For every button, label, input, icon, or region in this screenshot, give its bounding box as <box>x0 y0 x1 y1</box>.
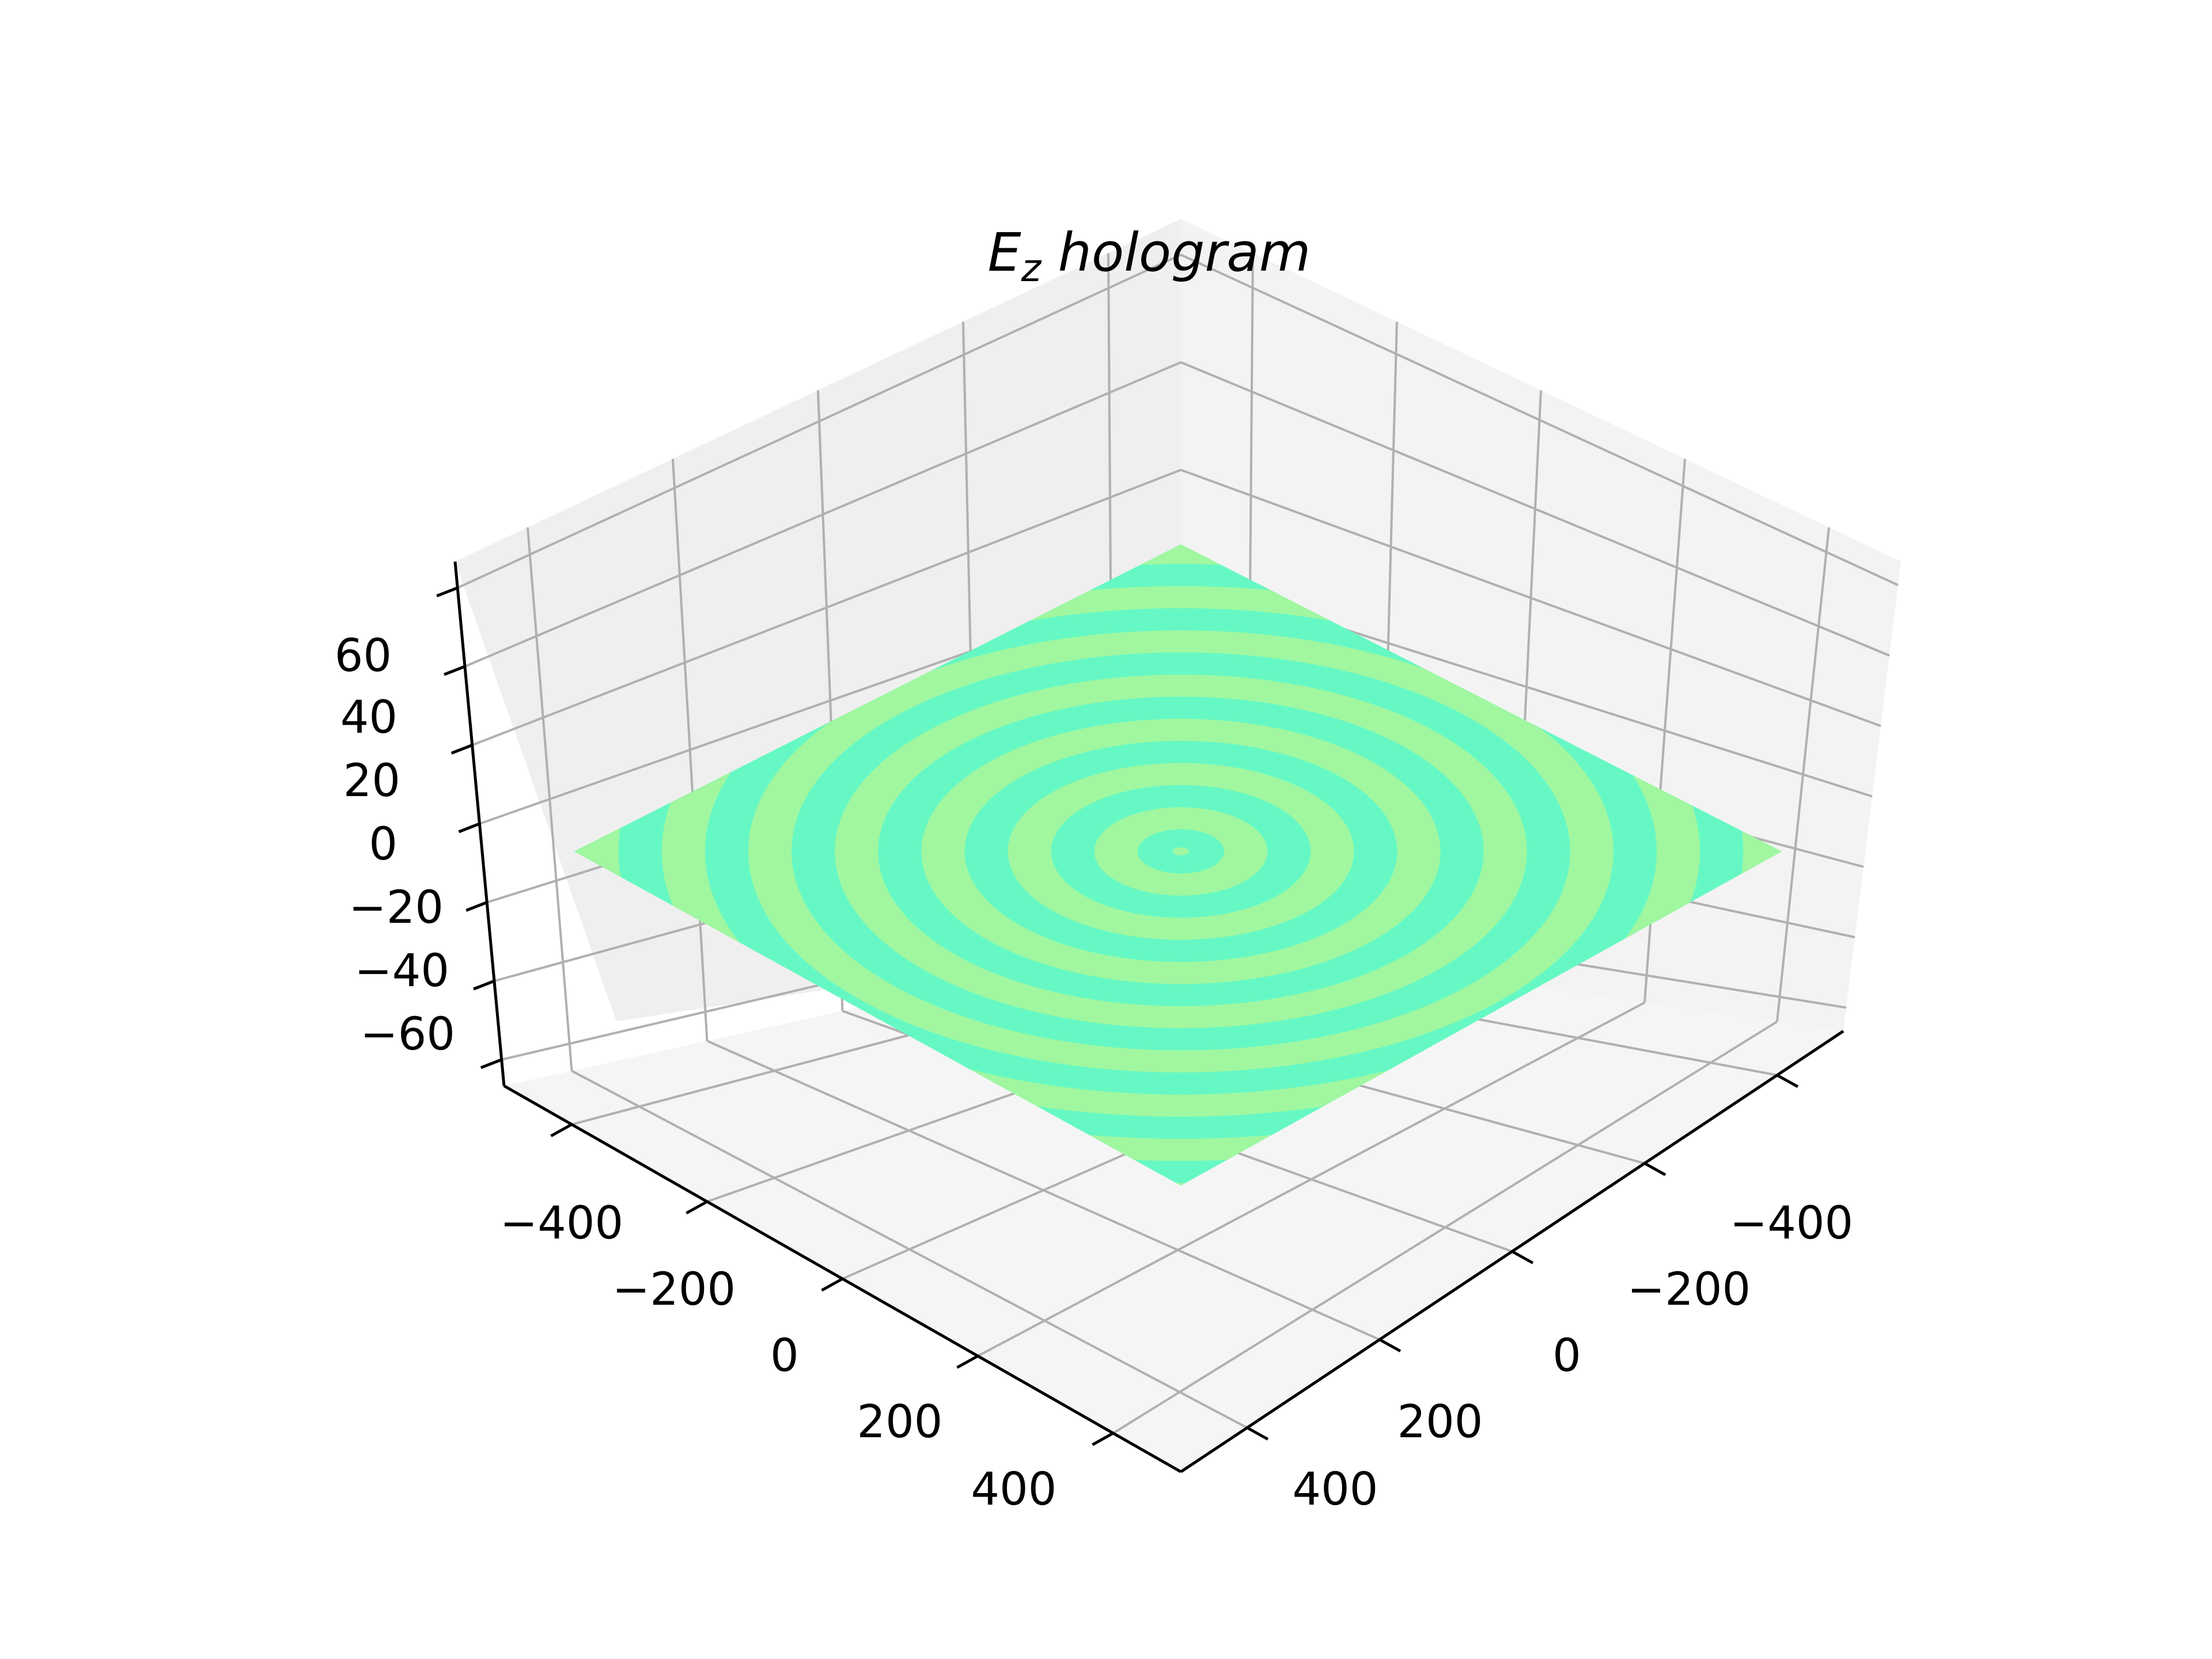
x-tick-label: 0 <box>770 1330 799 1382</box>
grid-line <box>464 361 1181 668</box>
grid-line <box>1180 361 1890 657</box>
grid-line <box>977 1001 1645 1357</box>
z-tick-label: 0 <box>369 819 397 870</box>
chart-title-subscript: z <box>1021 246 1042 290</box>
tick-mark <box>1511 1250 1534 1264</box>
tick-mark <box>1092 1431 1114 1446</box>
z-tick-label: 20 <box>343 755 400 807</box>
tick-mark <box>1643 1162 1666 1176</box>
y-tick-label: 200 <box>1397 1396 1483 1448</box>
tick-mark <box>1378 1338 1402 1353</box>
tick-mark <box>473 979 495 991</box>
y-tick-label: −400 <box>1730 1198 1853 1249</box>
tick-mark <box>1776 1074 1799 1088</box>
grid-line <box>706 1040 1380 1341</box>
x-tick-label: 200 <box>857 1396 943 1448</box>
tick-mark <box>480 1058 502 1069</box>
tick-mark <box>821 1277 843 1292</box>
floor-pane <box>504 936 1843 1472</box>
z-tick-label: −20 <box>349 882 444 934</box>
chart-title: Ez hologram <box>988 222 1311 290</box>
tick-mark <box>956 1354 979 1369</box>
z-tick-label: 60 <box>335 630 392 682</box>
grid-line <box>472 468 1181 747</box>
x-tick-labels: −400 −200 0 200 400 <box>500 1198 1057 1516</box>
tick-mark <box>1246 1426 1269 1441</box>
grid-line <box>1180 468 1881 728</box>
y-tick-label: −200 <box>1627 1264 1751 1316</box>
tick-marks <box>436 586 1799 1446</box>
grid-line <box>1112 1020 1778 1434</box>
tick-mark <box>436 586 459 597</box>
z-tick-labels: −60 −40 −20 0 20 40 60 <box>335 630 455 1060</box>
z-tick-label: −40 <box>354 945 449 997</box>
y-tick-labels: −400 −200 0 200 400 <box>1293 1198 1854 1516</box>
grid-line <box>457 253 1181 589</box>
grid-line <box>571 1070 1248 1429</box>
surface-center-dot <box>1173 847 1189 855</box>
tick-mark <box>685 1200 708 1215</box>
tick-mark <box>550 1123 573 1138</box>
tick-mark <box>465 901 488 912</box>
tick-mark <box>444 665 465 676</box>
grid-line <box>1180 253 1899 586</box>
x-tick-label: 400 <box>971 1464 1057 1516</box>
y-tick-label: 0 <box>1552 1330 1581 1382</box>
tick-mark <box>450 744 473 755</box>
tick-mark <box>458 822 480 834</box>
chart-title-rest: hologram <box>1041 222 1310 283</box>
x-tick-label: −200 <box>612 1264 736 1316</box>
z-tick-label: 40 <box>340 692 397 744</box>
x-tick-label: −400 <box>500 1198 623 1249</box>
z-tick-label: −60 <box>360 1009 455 1060</box>
y-tick-label: 400 <box>1293 1464 1378 1516</box>
chart-title-main: E <box>988 222 1021 283</box>
